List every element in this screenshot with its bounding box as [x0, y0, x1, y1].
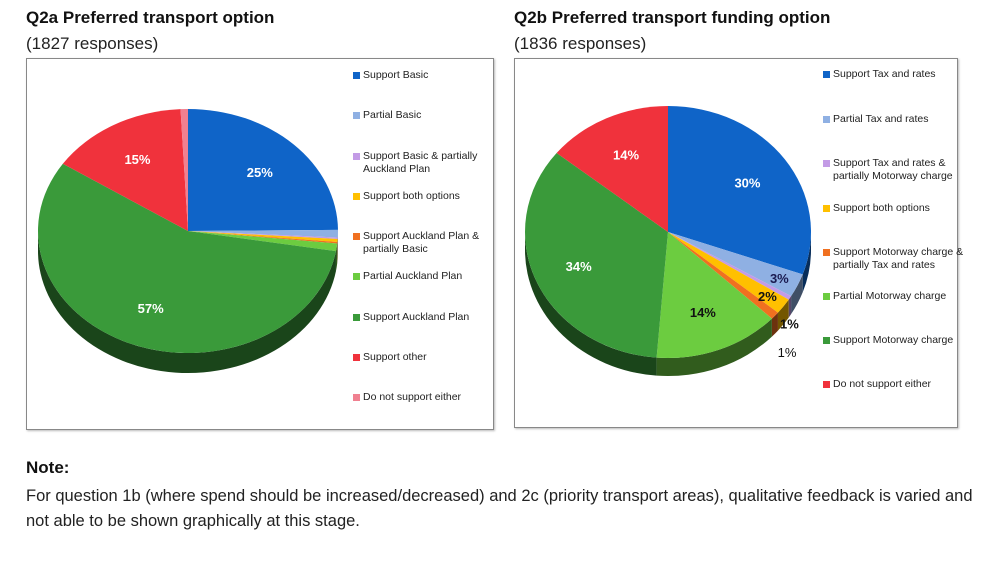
legend-item: Support Tax and rates & partially Motorw…: [823, 157, 983, 183]
legend-item: Support both options: [353, 190, 513, 203]
legend-swatch: [353, 233, 360, 240]
pie-slice-side: [802, 232, 811, 293]
legend-item: Partial Tax and rates: [823, 113, 983, 126]
legend-swatch: [823, 249, 830, 256]
legend-label: Partial Auckland Plan: [363, 270, 463, 282]
legend-label: Do not support either: [833, 378, 932, 390]
legend-swatch: [353, 394, 360, 401]
legend-label: Partial Motorway charge: [833, 290, 947, 302]
legend-item: Partial Motorway charge: [823, 290, 983, 303]
legend-label: Support both options: [833, 202, 930, 214]
legend-label: Support Basic & partially Auckland Plan: [363, 150, 478, 175]
pie-slice-support-auckland-plan-partially-basic: [188, 231, 338, 244]
legend-item: Do not support either: [823, 378, 983, 391]
legend-swatch: [353, 273, 360, 280]
data-label: 25%: [247, 165, 273, 180]
legend-label: Partial Tax and rates: [833, 113, 929, 125]
legend-item: Partial Basic: [353, 109, 513, 122]
legend-swatch: [353, 72, 360, 79]
legend-swatch: [823, 293, 830, 300]
note-text: For question 1b (where spend should be i…: [26, 487, 973, 530]
pie-slice-support-basic: [188, 109, 338, 231]
legend-swatch: [353, 153, 360, 160]
legend-item: Partial Auckland Plan: [353, 270, 513, 283]
data-label: 14%: [613, 148, 639, 163]
legend-item: Support Basic: [353, 69, 513, 82]
legend-swatch: [353, 314, 360, 321]
pie-slice-side: [771, 312, 778, 337]
legend-item: Support Motorway charge: [823, 334, 983, 347]
legend-label: Support Motorway charge: [833, 334, 954, 346]
data-label: 34%: [566, 259, 592, 274]
chart-b-subtitle: (1836 responses): [514, 34, 647, 53]
legend-swatch: [353, 354, 360, 361]
legend-item: Support other: [353, 351, 513, 364]
chart-a-container: 25% 57% 15% Support Basic Partial Basic Supp…: [26, 58, 494, 430]
data-label: 14%: [690, 305, 716, 320]
chart-a-title: Q2a Preferred transport option: [26, 8, 275, 27]
pie-slice-partial-basic: [188, 229, 338, 238]
data-label: 15%: [124, 152, 150, 167]
pie-slice-support-motorway-charge: [525, 152, 668, 358]
pie-slice-support-motorway-charge-partially-tax-and-rates: [668, 232, 778, 319]
pie-slice-side: [788, 296, 792, 318]
legend-label: Support Tax and rates: [833, 68, 936, 80]
pie-slice-support-basic-partially-auckland-plan: [188, 231, 338, 239]
pie-slice-side: [38, 231, 336, 373]
pie-slice-side: [656, 318, 772, 377]
note-title: Note:: [26, 458, 70, 477]
data-label: 2%: [758, 289, 777, 304]
legend-label: Support Auckland Plan & partially Basic: [363, 230, 480, 255]
legend-swatch: [823, 205, 830, 212]
data-label: 57%: [138, 301, 164, 316]
legend-label: Support Auckland Plan: [363, 311, 470, 323]
legend-swatch: [823, 381, 830, 388]
pie-slice-support-auckland-plan: [37, 163, 336, 354]
legend-label: Support Tax and rates & partially Motorw…: [833, 157, 953, 182]
data-label: 1%: [780, 317, 799, 332]
pie-slice-side: [791, 274, 803, 315]
pie-slice-partial-tax-and-rates: [668, 232, 803, 297]
pie-slice-do-not-support-either: [180, 109, 188, 231]
chart-b-pie: 30%3%2%1%14%34%14%1%: [525, 106, 811, 377]
chart-a-pie: 25% 57% 15%: [37, 109, 338, 373]
legend-swatch: [353, 193, 360, 200]
legend-swatch: [823, 160, 830, 167]
legend-swatch: [823, 71, 830, 78]
pie-slice-support-tax-and-rates: [668, 106, 811, 275]
pie-slice-partial-auckland-plan: [188, 231, 338, 252]
pie-slice-support-tax-and-rates-partially-motorway-charge: [668, 232, 792, 300]
pie-slice-side: [525, 232, 657, 376]
legend-swatch: [823, 337, 830, 344]
chart-a-subtitle: (1827 responses): [26, 34, 159, 53]
legend-label: Support Basic: [363, 69, 429, 81]
chart-b-title: Q2b Preferred transport funding option: [514, 8, 831, 27]
legend-item: Support Auckland Plan & partially Basic: [353, 230, 513, 256]
legend-label: Support both options: [363, 190, 460, 202]
data-label: 30%: [734, 176, 760, 191]
legend-label: Do not support either: [363, 391, 462, 403]
legend-label: Support Motorway charge & partially Tax …: [833, 246, 964, 271]
pie-slice-support-both-options: [188, 231, 338, 243]
pie-slice-partial-motorway-charge: [656, 232, 772, 358]
legend-item: Do not support either: [353, 391, 513, 404]
legend-item: Support both options: [823, 202, 983, 215]
legend-item: Support Tax and rates: [823, 68, 983, 81]
data-label: 3%: [770, 271, 789, 286]
pie-slice-support-both-options: [668, 232, 789, 313]
data-label: 1%: [778, 345, 797, 360]
pie-slice-side: [335, 243, 338, 272]
legend-swatch: [823, 116, 830, 123]
pie-slice-side: [777, 299, 789, 331]
legend-item: Support Auckland Plan: [353, 311, 513, 324]
chart-b-container: 30% 3% 2% 1% 14% 34% 14% 1% Support Tax and rat…: [514, 58, 963, 428]
legend-item: Support Motorway charge & partially Tax …: [823, 246, 983, 272]
legend-swatch: [353, 112, 360, 119]
pie-slice-support-other: [62, 109, 188, 231]
legend-item: Support Basic & partially Auckland Plan: [353, 150, 513, 176]
legend-label: Support other: [363, 351, 427, 363]
pie-slice-do-not-support-either: [556, 106, 668, 232]
legend-label: Partial Basic: [363, 109, 422, 121]
